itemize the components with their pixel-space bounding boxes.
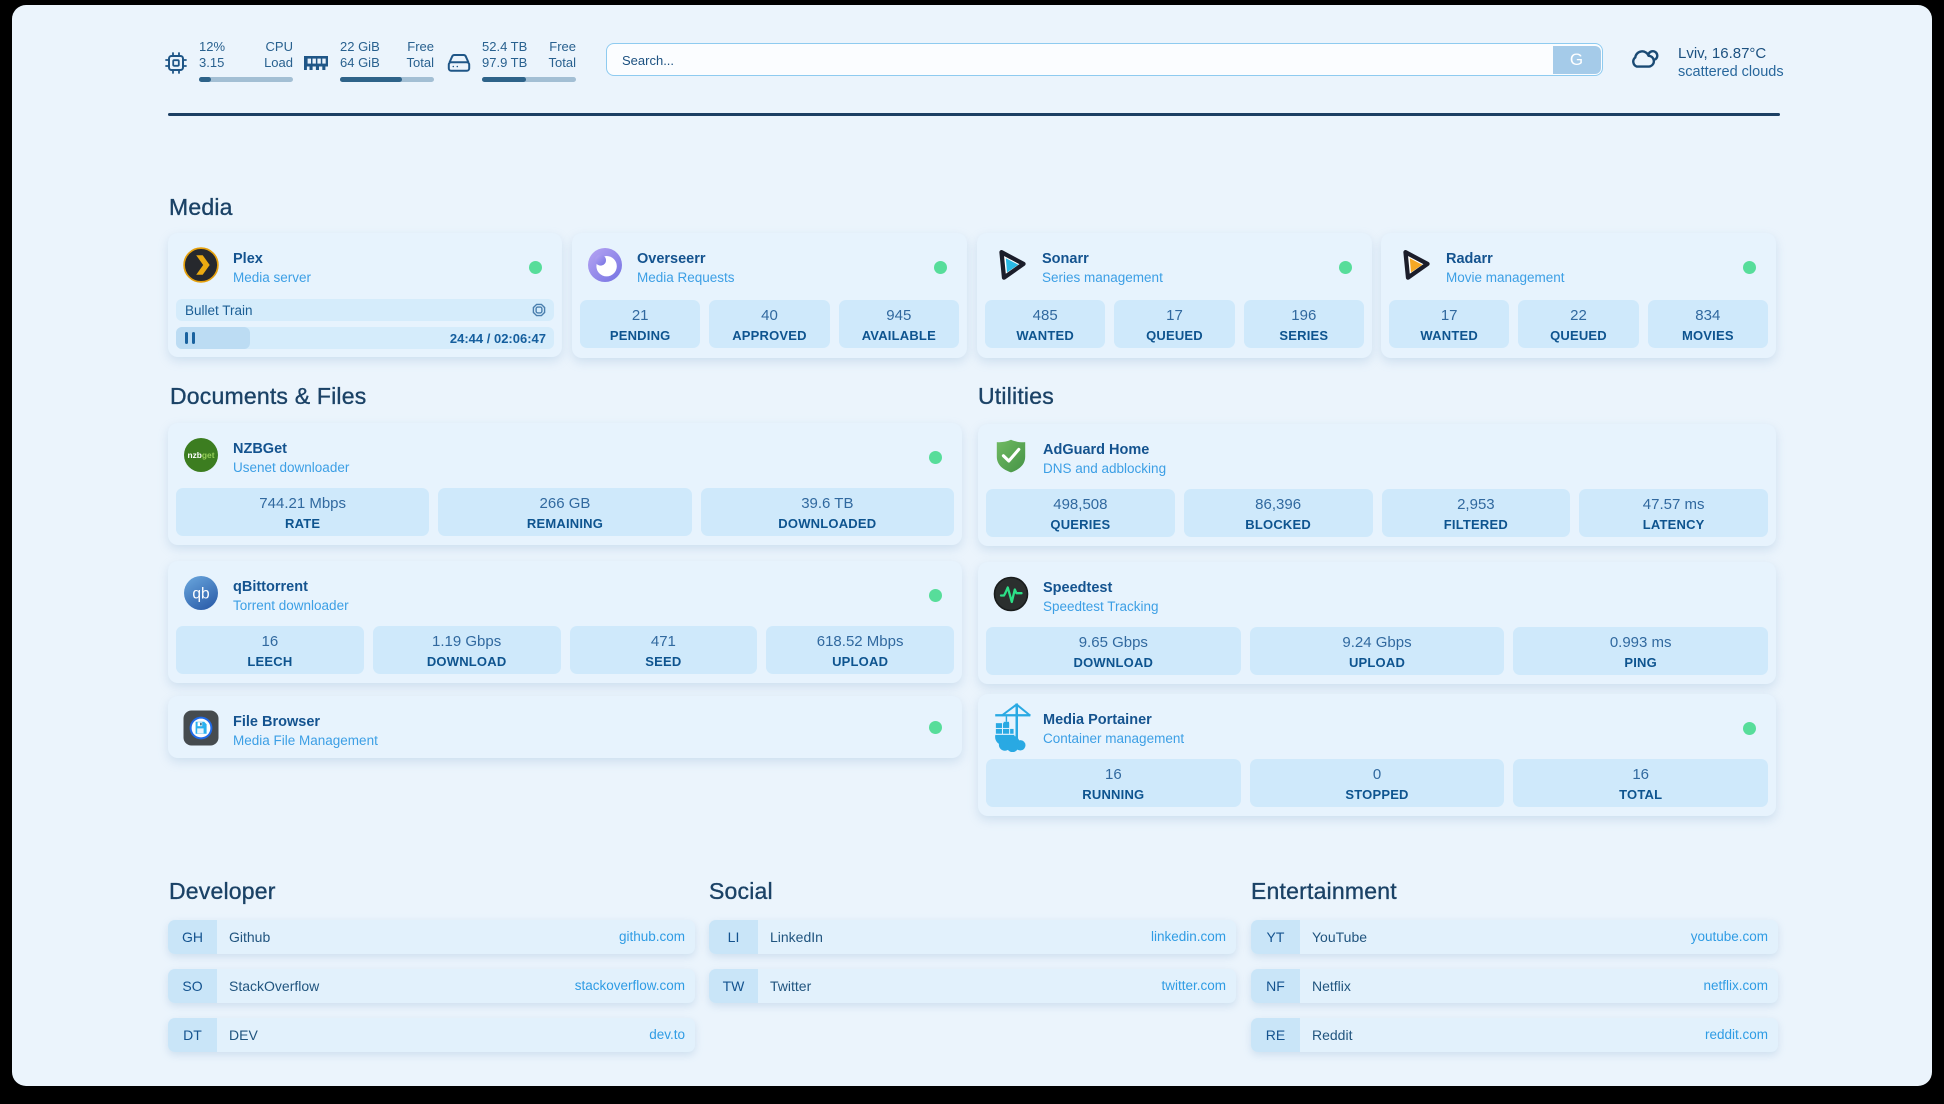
svg-text:qb: qb (192, 585, 209, 602)
svg-text:nzbget: nzbget (188, 450, 215, 460)
